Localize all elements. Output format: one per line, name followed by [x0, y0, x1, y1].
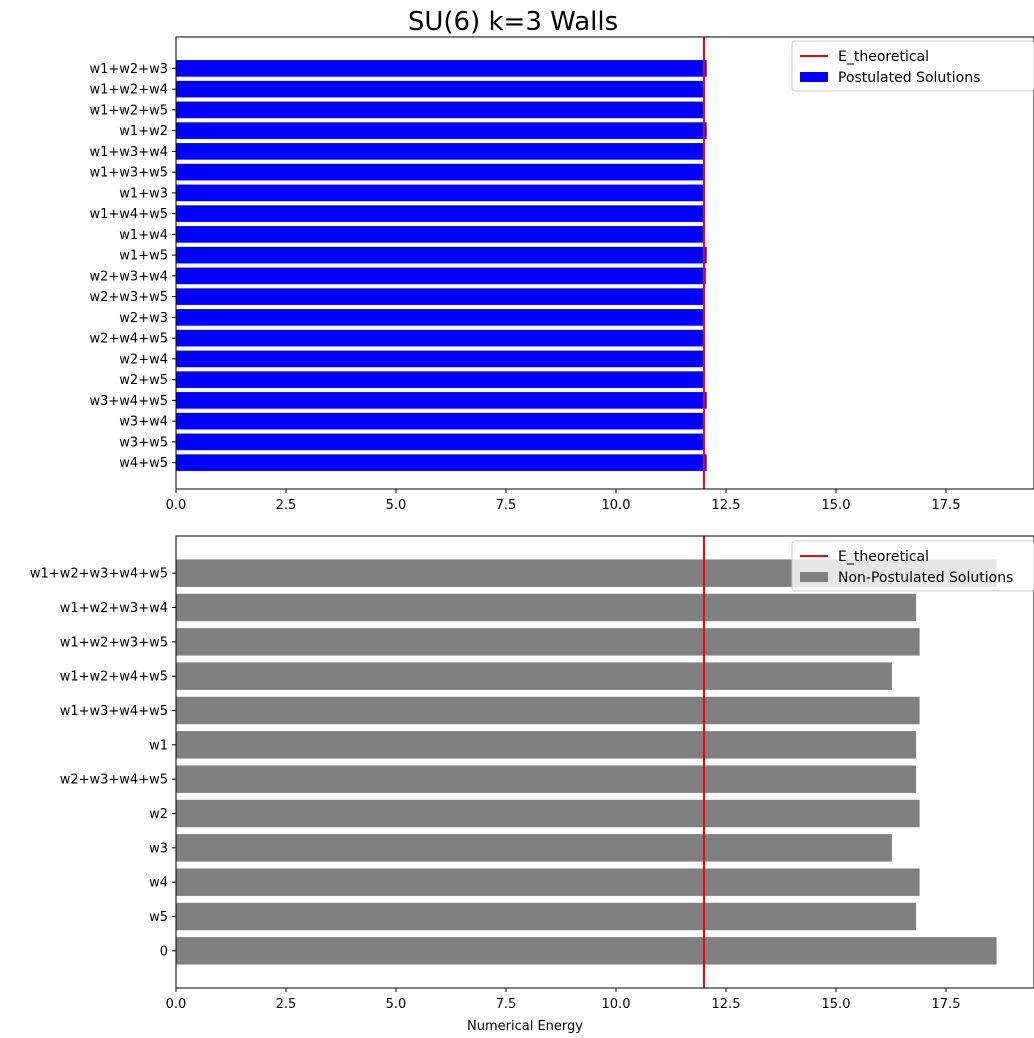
y-tick-label: w2	[149, 807, 168, 822]
bar	[176, 868, 920, 896]
y-tick-label: w1+w5	[119, 249, 168, 264]
y-tick-label: w2+w3+w5	[90, 290, 169, 305]
x-tick-label: 2.5	[276, 498, 297, 513]
bar	[176, 80, 705, 98]
bar	[176, 593, 917, 622]
y-tick-label: w1+w3	[119, 186, 168, 201]
x-tick-label: 17.5	[932, 498, 961, 513]
x-tick-label: 5.0	[386, 498, 407, 513]
x-tick-label: 7.5	[496, 498, 517, 513]
x-tick-label: 7.5	[496, 997, 517, 1012]
bar	[176, 122, 707, 139]
axes-frame	[175, 535, 1034, 989]
bar	[176, 309, 704, 326]
y-tick-label: w1+w3+w4+w5	[60, 704, 168, 719]
bar	[176, 392, 707, 409]
y-tick-label: 0	[160, 944, 168, 959]
y-tick-label: w4+w5	[119, 456, 168, 471]
y-tick-label: w1+w2+w3+w5	[60, 635, 168, 650]
bar	[176, 163, 704, 181]
bar	[176, 433, 704, 451]
bar	[176, 184, 704, 202]
y-tick-label: w1+w3+w4	[90, 145, 169, 160]
legend: E_theoretical Postulated Solutions	[791, 40, 1034, 92]
bar	[176, 226, 704, 243]
y-tick-label: w1+w4+w5	[90, 207, 169, 222]
bar	[176, 834, 892, 862]
bar	[176, 902, 917, 931]
y-tick-label: w1+w4	[119, 228, 168, 243]
y-tick-label: w1+w2+w4	[90, 83, 169, 98]
x-tick-label: 15.0	[822, 498, 851, 513]
y-tick-label: w1+w3+w5	[90, 166, 169, 181]
x-axis-label: Numerical Energy	[467, 1019, 583, 1034]
bar	[176, 454, 707, 471]
y-tick-label: w3+w5	[119, 435, 168, 450]
x-tick-label: 12.5	[712, 498, 741, 513]
bar	[176, 288, 704, 305]
bar	[176, 329, 704, 347]
legend-box	[791, 40, 1034, 92]
chart-panel-postulated: w1+w2+w3 w1+w2+w4 w1+w2+w5 w1+w2 w1+w3+w4 w1+…	[90, 36, 1034, 513]
y-tick-label: w1+w2	[119, 124, 168, 139]
bar	[176, 101, 704, 119]
bar	[176, 799, 920, 828]
bar	[176, 371, 704, 388]
axes-frame	[175, 36, 1034, 490]
bar	[176, 628, 920, 656]
y-tick-label: w2+w3+w4	[90, 269, 169, 284]
bar	[176, 696, 920, 725]
legend-label: Non-Postulated Solutions	[838, 570, 1013, 586]
figure-title: SU(6) k=3 Walls	[408, 7, 618, 37]
x-tick-label: 5.0	[386, 997, 407, 1012]
bar	[176, 267, 706, 285]
legend-box	[791, 540, 1034, 592]
y-tick-label: w2+w3	[119, 311, 168, 326]
bar	[176, 662, 892, 690]
y-tick-label: w3	[149, 841, 168, 856]
y-tick-label: w2+w4	[119, 352, 168, 367]
bar	[176, 246, 707, 264]
x-tick-label: 17.5	[932, 997, 961, 1012]
bar	[176, 937, 997, 965]
x-tick-label: 10.0	[602, 997, 631, 1012]
bar	[176, 765, 917, 793]
y-tick-label: w5	[149, 910, 168, 925]
y-tick-label: w1+w2+w3+w4+w5	[30, 567, 168, 582]
x-tick-label: 0.0	[166, 997, 187, 1012]
y-tick-label: w1	[149, 738, 168, 753]
x-tick-label: 0.0	[166, 498, 187, 513]
legend-label: Postulated Solutions	[838, 70, 980, 86]
y-tick-label: w1+w2+w5	[90, 103, 169, 118]
legend-patch-swatch	[800, 72, 828, 82]
y-tick-label: w2+w4+w5	[90, 332, 169, 347]
y-tick-label: w1+w2+w4+w5	[60, 670, 168, 685]
y-tick-label: w1+w2+w3	[90, 62, 169, 77]
x-tick-label: 15.0	[822, 997, 851, 1012]
bar	[176, 412, 704, 430]
y-tick-label: w1+w2+w3+w4	[60, 601, 168, 616]
bar	[176, 731, 917, 759]
legend-label: E_theoretical	[838, 49, 929, 65]
bar	[176, 143, 704, 160]
x-tick-label: 10.0	[602, 498, 631, 513]
bar	[176, 205, 704, 222]
y-tick-label: w2+w3+w4+w5	[60, 773, 168, 788]
legend-label: E_theoretical	[838, 549, 929, 565]
y-tick-label: w4	[149, 876, 168, 891]
legend: E_theoretical Non-Postulated Solutions	[791, 540, 1034, 592]
y-tick-label: w3+w4+w5	[90, 394, 169, 409]
x-tick-label: 12.5	[712, 997, 741, 1012]
bar	[176, 60, 707, 77]
legend-patch-swatch	[800, 572, 828, 582]
x-tick-label: 2.5	[276, 997, 297, 1012]
chart-panel-non-postulated: w1+w2+w3+w4+w5 w1+w2+w3+w4 w1+w2+w3+w5 w1+w…	[30, 535, 1034, 1034]
bar	[176, 350, 704, 368]
y-tick-label: w3+w4	[119, 415, 168, 430]
y-tick-label: w2+w5	[119, 373, 168, 388]
